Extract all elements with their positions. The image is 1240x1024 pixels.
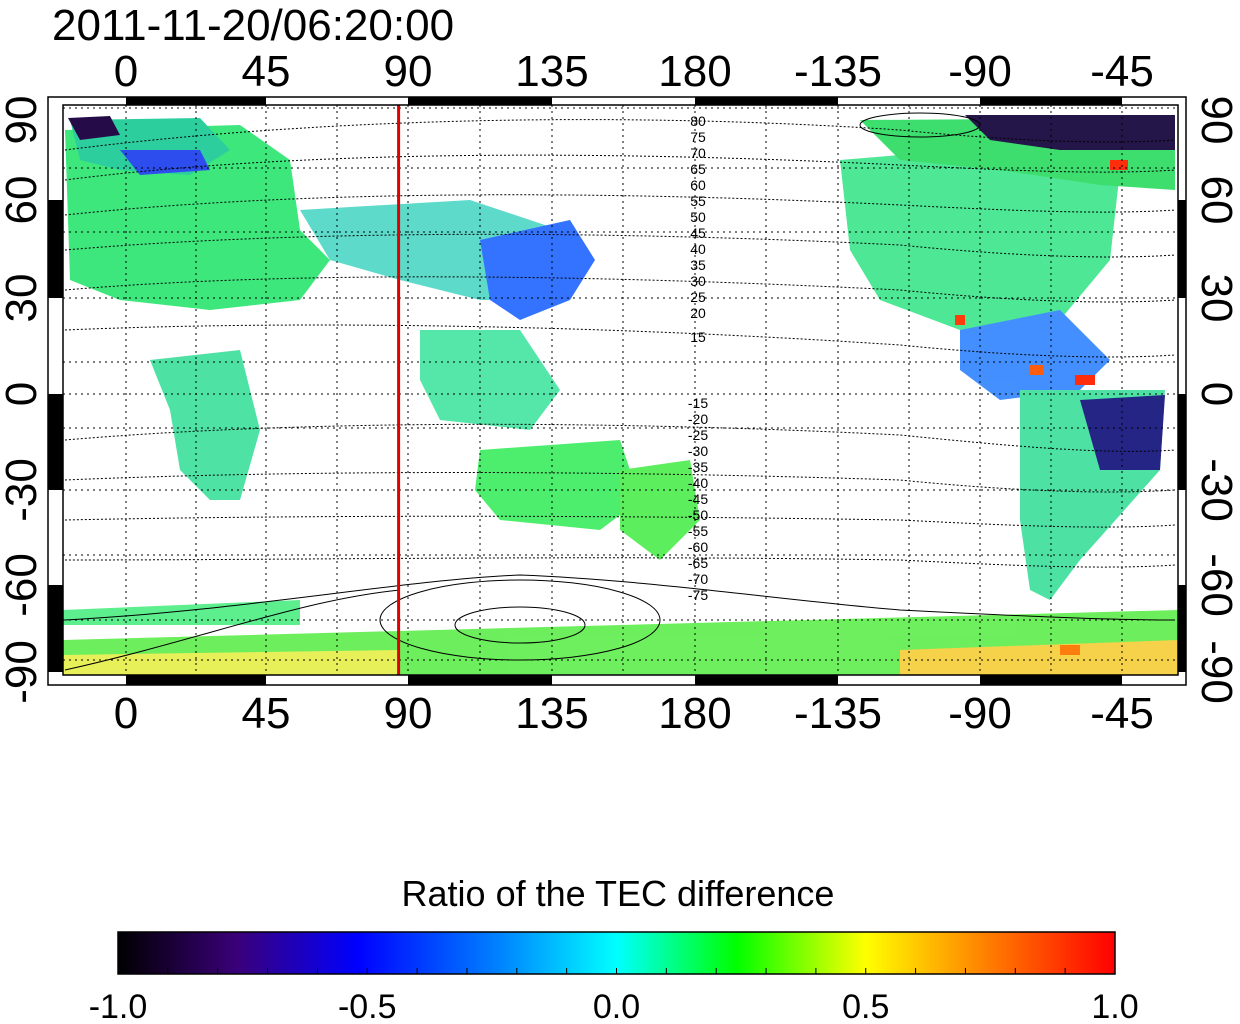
bottom-longitude-labels: 0 45 90 135 180 -135 -90 -45: [114, 689, 1154, 738]
left-lat-label: 60: [0, 176, 46, 225]
contour-label: -25: [688, 427, 708, 443]
contour-label: -15: [688, 395, 708, 411]
contour-label: 65: [690, 161, 706, 177]
left-lat-label: 90: [0, 96, 46, 145]
contour-label: -45: [688, 491, 708, 507]
frame-tick-bar: [126, 97, 266, 105]
frame-tick-bar: [1178, 394, 1186, 490]
top-lon-label: 180: [658, 47, 731, 96]
right-lat-label: 30: [1192, 274, 1240, 323]
colorbar-tick-label: 0.5: [842, 988, 889, 1024]
top-lon-label: 0: [114, 47, 138, 96]
contour-label: -65: [688, 555, 708, 571]
map-frame: [62, 104, 1179, 676]
right-lat-label: 90: [1192, 96, 1240, 145]
contour-label: 50: [690, 209, 706, 225]
contour-label: 40: [690, 241, 706, 257]
top-lon-label: -45: [1090, 47, 1154, 96]
frame-tick-bar: [48, 585, 63, 672]
contour-label: -55: [688, 523, 708, 539]
colorbar-tick-label: -0.5: [338, 988, 397, 1024]
contour-label: 70: [690, 145, 706, 161]
top-lon-label: 90: [384, 47, 433, 96]
contour-label: -30: [688, 443, 708, 459]
bottom-lon-label: 135: [515, 689, 588, 738]
timestamp-title: 2011-11-20/06:20:00: [52, 1, 454, 50]
top-lon-label: 135: [515, 47, 588, 96]
left-lat-label: -30: [0, 458, 46, 522]
left-lat-label: 0: [0, 382, 46, 406]
left-latitude-labels: 90 60 30 0 -30 -60 -90: [0, 96, 46, 704]
right-lat-label: -90: [1192, 640, 1240, 704]
contour-label: -40: [688, 475, 708, 491]
colorbar-tick-label: 0.0: [593, 988, 640, 1024]
contour-label: 25: [690, 289, 706, 305]
frame-tick-bar: [980, 675, 1122, 685]
contour-label: 35: [690, 257, 706, 273]
top-lon-label: -90: [948, 47, 1012, 96]
contour-label: -20: [688, 411, 708, 427]
left-lat-label: -90: [0, 640, 46, 704]
frame-tick-bar: [1178, 200, 1186, 298]
contour-label: 15: [690, 329, 706, 345]
magnetic-contours: [64, 112, 1176, 671]
frame-tick-bars: [48, 97, 1186, 685]
bottom-lon-label: -135: [794, 689, 882, 738]
bottom-lon-label: -90: [948, 689, 1012, 738]
colorbar-title: Ratio of the TEC difference: [402, 873, 835, 914]
top-lon-label: 45: [242, 47, 291, 96]
frame-tick-bar: [48, 394, 63, 490]
frame-tick-bar: [408, 97, 552, 105]
frame-tick-bar: [126, 675, 266, 685]
colorbar-tick-label: -1.0: [89, 988, 148, 1024]
contour-label: 55: [690, 193, 706, 209]
contour-label: 20: [690, 305, 706, 321]
contour-label: -35: [688, 459, 708, 475]
graticule-grid: [63, 105, 1178, 675]
colorbar: [117, 931, 1116, 975]
frame-tick-bar: [695, 675, 838, 685]
contour-label: -70: [688, 571, 708, 587]
contour-label: 80: [690, 113, 706, 129]
right-lat-label: 0: [1192, 382, 1240, 406]
right-lat-label: 60: [1192, 176, 1240, 225]
frame-tick-bar: [48, 200, 63, 298]
colorbar-tick-label: 1.0: [1091, 988, 1138, 1024]
frame-tick-bar: [1178, 585, 1186, 672]
bottom-lon-label: 180: [658, 689, 731, 738]
right-latitude-labels: 90 60 30 0 -30 -60 -90: [1192, 96, 1240, 704]
bottom-lon-label: 0: [114, 689, 138, 738]
contour-label: -50: [688, 507, 708, 523]
frame-tick-bar: [695, 97, 838, 105]
contour-label: 60: [690, 177, 706, 193]
left-lat-label: 30: [0, 274, 46, 323]
bottom-lon-label: 90: [384, 689, 433, 738]
contour-label: 30: [690, 273, 706, 289]
right-lat-label: -30: [1192, 458, 1240, 522]
left-lat-label: -60: [0, 553, 46, 617]
contour-label: 45: [690, 225, 706, 241]
outer-frame: [47, 96, 1187, 686]
top-lon-label: -135: [794, 47, 882, 96]
frame-tick-bar: [980, 97, 1122, 105]
contour-label: 75: [690, 129, 706, 145]
bottom-lon-label: 45: [242, 689, 291, 738]
colorbar-ticks: -1.0 -0.5 0.0 0.5 1.0: [89, 968, 1139, 1024]
frame-tick-bar: [408, 675, 552, 685]
bottom-lon-label: -45: [1090, 689, 1154, 738]
contour-label: -75: [688, 587, 708, 603]
right-lat-label: -60: [1192, 553, 1240, 617]
contour-label: -60: [688, 539, 708, 555]
top-longitude-labels: 0 45 90 135 180 -135 -90 -45: [114, 47, 1154, 96]
